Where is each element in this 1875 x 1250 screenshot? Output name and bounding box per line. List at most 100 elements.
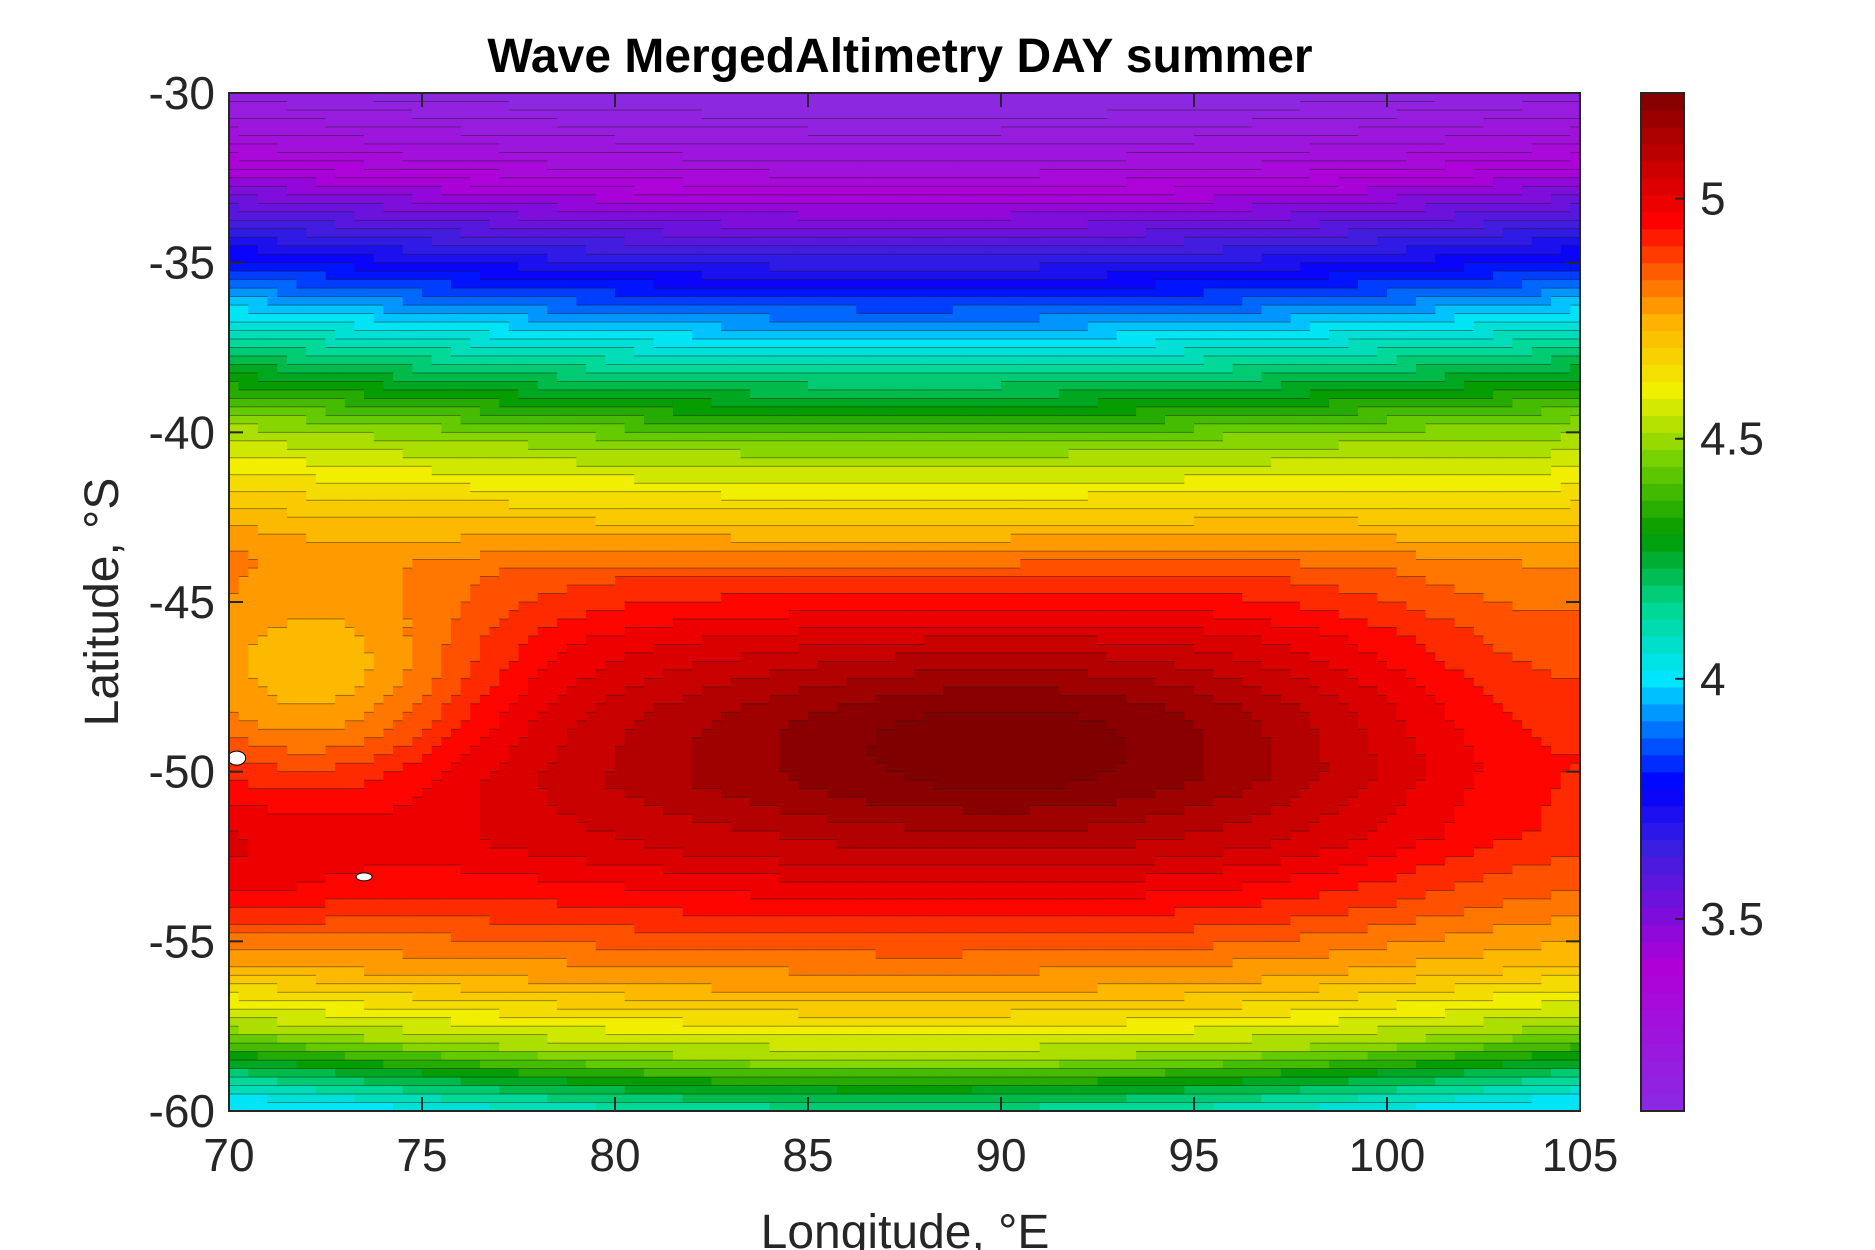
- contour-cell: [663, 313, 674, 323]
- contour-cell: [1358, 143, 1369, 153]
- contour-cell: [769, 313, 780, 323]
- contour-cell: [306, 279, 317, 289]
- contour-cell: [1377, 355, 1388, 366]
- contour-cell: [248, 322, 259, 332]
- contour-cell: [672, 389, 684, 399]
- contour-cell: [460, 355, 471, 366]
- contour-cell: [643, 152, 655, 162]
- contour-cell: [788, 126, 799, 137]
- contour-cell: [499, 339, 510, 349]
- contour-cell: [1039, 364, 1050, 374]
- contour-cell: [1174, 211, 1185, 221]
- contour-cell: [827, 211, 838, 221]
- contour-cell: [933, 203, 944, 213]
- contour-cell: [1444, 220, 1456, 230]
- contour-cell: [1348, 109, 1359, 120]
- contour-cell: [962, 169, 973, 179]
- contour-cell: [499, 288, 510, 298]
- contour-cell: [1136, 237, 1147, 247]
- contour-cell: [1087, 211, 1099, 221]
- contour-cell: [528, 296, 539, 306]
- contour-cell: [1097, 330, 1108, 340]
- contour-cell: [1512, 194, 1523, 204]
- contour-cell: [1290, 322, 1301, 332]
- contour-cell: [1300, 313, 1311, 323]
- contour-cell: [1213, 279, 1224, 289]
- contour-cell: [393, 381, 404, 391]
- contour-cell: [1406, 126, 1417, 137]
- contour-cell: [981, 126, 992, 137]
- contour-cell: [1387, 101, 1398, 111]
- contour-cell: [885, 245, 896, 255]
- contour-cell: [894, 355, 906, 366]
- contour-cell: [1116, 381, 1128, 391]
- contour-cell: [788, 101, 799, 111]
- contour-cell: [1068, 271, 1079, 281]
- contour-cell: [1271, 364, 1282, 374]
- contour-cell: [1116, 305, 1128, 315]
- contour-cell: [1483, 364, 1494, 374]
- contour-cell: [721, 364, 732, 374]
- contour-cell: [701, 93, 713, 103]
- contour-cell: [450, 305, 462, 315]
- contour-cell: [1251, 93, 1263, 103]
- contour-cell: [1358, 355, 1369, 366]
- contour-cell: [1415, 135, 1427, 145]
- contour-cell: [1309, 237, 1321, 247]
- contour-cell: [470, 211, 481, 221]
- contour-cell: [1222, 381, 1234, 391]
- contour-cell: [701, 389, 713, 399]
- contour-cell: [393, 237, 404, 247]
- contour-cell: [1049, 313, 1060, 323]
- contour-cell: [1029, 322, 1041, 332]
- contour-cell: [1387, 254, 1398, 264]
- contour-cell: [1136, 152, 1147, 162]
- contour-cell: [1464, 135, 1475, 145]
- contour-cell: [557, 322, 568, 332]
- contour-cell: [1232, 126, 1243, 137]
- contour-cell: [1271, 177, 1282, 187]
- contour-cell: [306, 126, 317, 137]
- contour-cell: [933, 296, 944, 306]
- contour-cell: [547, 160, 558, 170]
- contour-cell: [808, 389, 819, 399]
- contour-cell: [354, 271, 365, 281]
- contour-cell: [257, 169, 269, 179]
- contour-cell: [1551, 288, 1562, 298]
- contour-cell: [460, 389, 471, 399]
- contour-cell: [914, 118, 925, 128]
- contour-cell: [827, 160, 838, 170]
- contour-cell: [373, 160, 384, 170]
- contour-cell: [1261, 220, 1272, 230]
- contour-cell: [972, 339, 983, 349]
- contour-cell: [528, 135, 539, 145]
- contour-cell: [682, 160, 693, 170]
- contour-cell: [856, 118, 867, 128]
- contour-cell: [1174, 152, 1185, 162]
- contour-cell: [267, 237, 278, 247]
- contour-cell: [586, 271, 597, 281]
- contour-cell: [1512, 288, 1523, 298]
- contour-cell: [952, 101, 963, 111]
- contour-cell: [1107, 339, 1118, 349]
- contour-cell: [653, 177, 664, 187]
- contour-cell: [981, 271, 992, 281]
- contour-cell: [277, 296, 288, 306]
- contour-cell: [412, 347, 423, 357]
- contour-cell: [1271, 245, 1282, 255]
- contour-cell: [1290, 305, 1301, 315]
- contour-cell: [1358, 271, 1369, 281]
- contour-cell: [1435, 355, 1446, 366]
- contour-cell: [557, 169, 568, 179]
- contour-cell: [701, 347, 713, 357]
- contour-cell: [1261, 126, 1272, 137]
- contour-cell: [364, 330, 375, 340]
- contour-cell: [537, 288, 549, 298]
- contour-cell: [267, 262, 278, 272]
- contour-cell: [769, 237, 780, 247]
- contour-cell: [1184, 109, 1195, 120]
- contour-cell: [1435, 211, 1446, 221]
- contour-cell: [962, 313, 973, 323]
- contour-cell: [460, 271, 471, 281]
- contour-cell: [730, 364, 742, 374]
